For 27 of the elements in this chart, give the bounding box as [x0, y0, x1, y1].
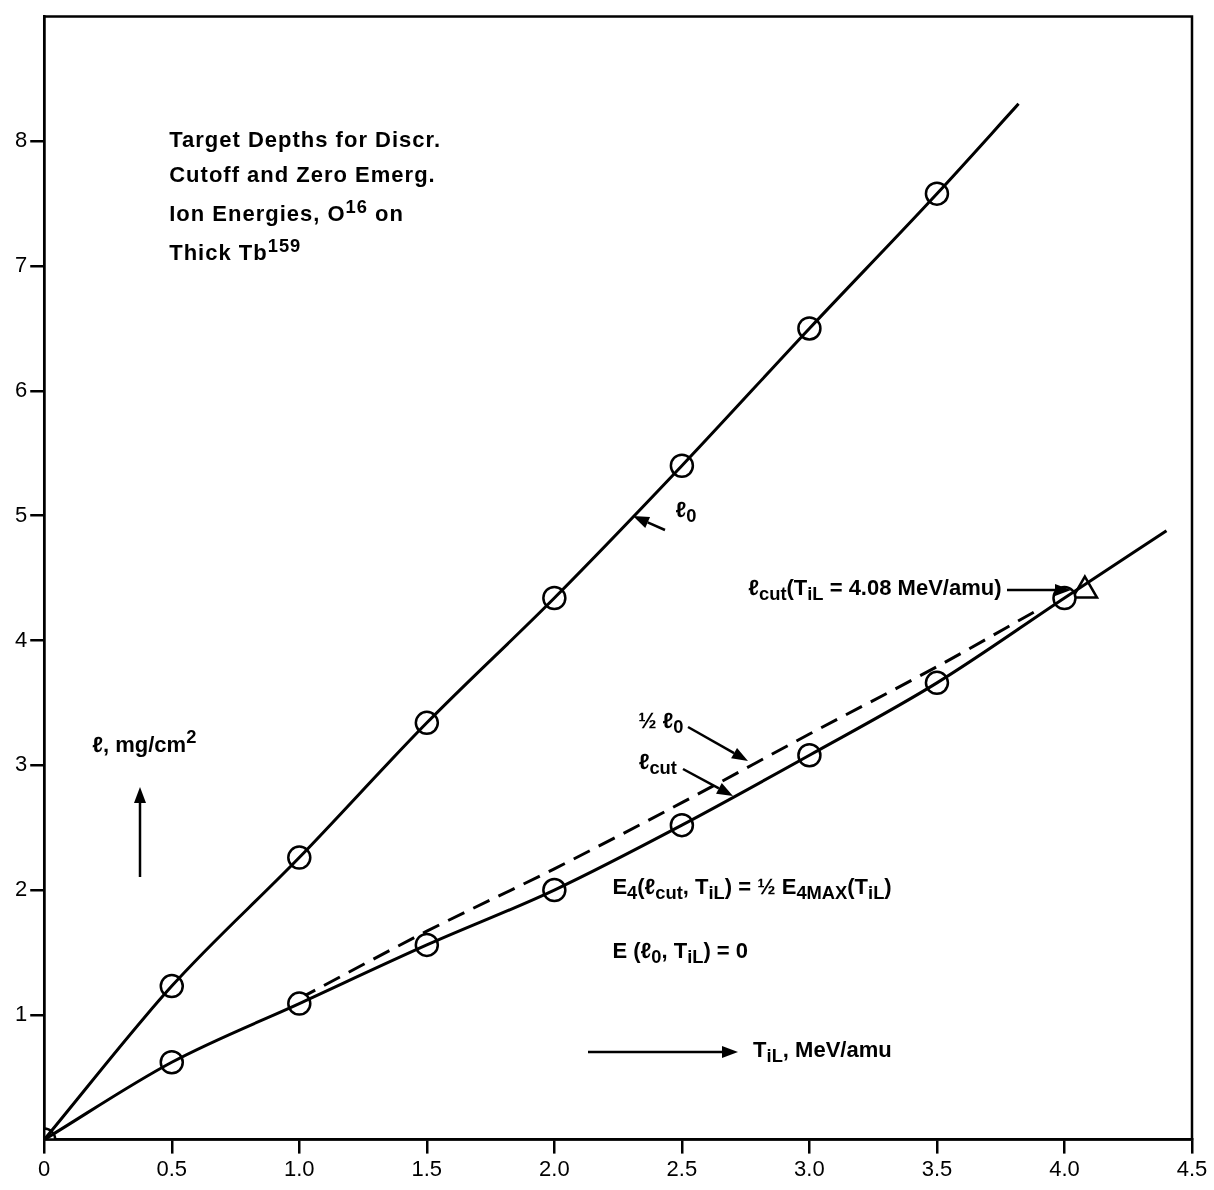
x-tick-label: 2.0 — [539, 1155, 570, 1181]
x-tick-label: 1.0 — [284, 1155, 315, 1181]
x-tick-label: 4.0 — [1049, 1155, 1080, 1181]
x-tick-label: 4.5 — [1176, 1155, 1208, 1181]
annotation: ℓ$_{cut}$ — [638, 749, 677, 779]
annotation: ½ ℓ$_{0}$ — [638, 707, 684, 737]
x-tick-label: 0 — [38, 1155, 51, 1181]
y-tick-label: 6 — [14, 376, 28, 402]
annotation: ℓ$_{cut}$(T$_{iL}$ = 4.08 MeV/amu) — [748, 575, 1002, 605]
y-tick-label: 3 — [14, 751, 28, 777]
x-tick-label: 3.0 — [794, 1155, 825, 1181]
text: E$_{4}$(ℓ$_{cut}$, T$_{iL}$) = ½ E$_{4MAX}$(T$_{iL}$) — [612, 873, 892, 904]
annotation: E (ℓ$_{0}$, T$_{iL}$) = 0 — [612, 937, 749, 968]
x-tick-label: 3.5 — [921, 1155, 953, 1181]
y-tick-label: 8 — [14, 127, 28, 153]
x-tick-label: 0.5 — [156, 1155, 188, 1181]
x-tick-label: 2.5 — [666, 1155, 698, 1181]
annotation: ℓ$_{0}$ — [675, 496, 697, 526]
x-tick-label: 1.5 — [411, 1155, 443, 1181]
y-tick-label: 5 — [14, 501, 28, 527]
x-axis-title: T$_{iL}$, MeV/amu — [753, 1036, 892, 1066]
y-axis-title: ℓ, mg/cm$^{2}$ — [92, 725, 197, 757]
y-tick-label: 4 — [14, 626, 28, 652]
y-tick-label: 7 — [14, 252, 28, 278]
chart-title: Target Depths for Discr. Cutoff and Zero Emerg. Ion Energies, O$^{16}$ on Thick Tb$^{159}$ — [169, 126, 441, 266]
y-tick-label: 2 — [14, 876, 28, 902]
y-tick-label: 1 — [14, 1000, 28, 1026]
